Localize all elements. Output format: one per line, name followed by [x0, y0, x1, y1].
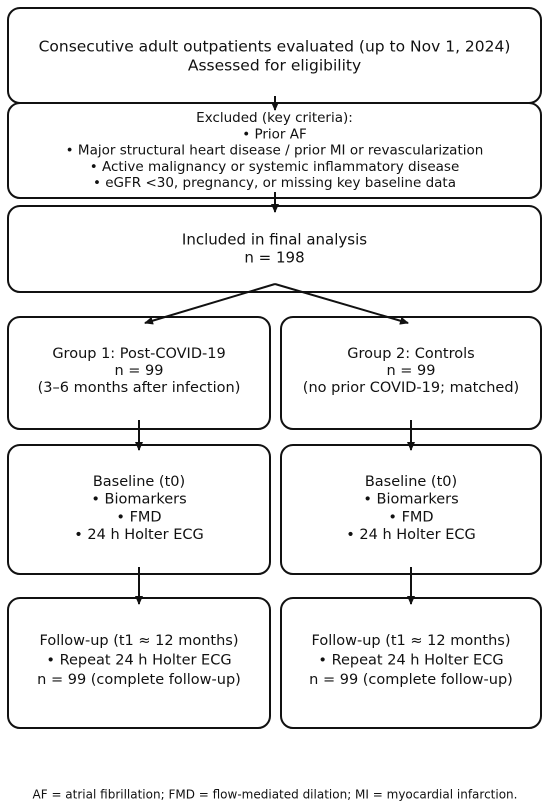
box-text: • Repeat 24 h Holter ECG: [46, 653, 231, 669]
box-text: Group 1: Post-COVID-19: [52, 346, 225, 362]
box-text: Follow-up (t1 ≈ 12 months): [312, 633, 511, 649]
flow-box: Group 1: Post-COVID-19n = 99(3–6 months …: [7, 316, 271, 430]
flow-box: Consecutive adult outpatients evaluated …: [7, 7, 542, 104]
box-text: Assessed for eligibility: [188, 57, 361, 75]
flow-box: Baseline (t0) • Biomarkers• FMD • 24 h Hol…: [7, 444, 271, 575]
box-text: (no prior COVID-19; matched): [303, 380, 519, 396]
flow-box: Baseline (t0) • Biomarkers• FMD • 24 h Hol…: [280, 444, 542, 575]
box-text: (3–6 months after infection): [38, 380, 241, 396]
box: [7, 7, 542, 104]
flow-box: Follow-up (t1 ≈ 12 months) • Repeat 24 h …: [7, 597, 271, 729]
box-text: n = 99: [386, 363, 435, 379]
arrow: [274, 283, 409, 325]
arrow: [144, 283, 276, 325]
flow-box: Follow-up (t1 ≈ 12 months) • Repeat 24 h …: [280, 597, 542, 729]
box-text: • FMD: [388, 509, 433, 525]
box-text: • FMD: [116, 509, 161, 525]
box-text: Group 2: Controls: [347, 346, 474, 362]
box-text: Excluded (key criteria):: [196, 110, 353, 126]
arrows: [135, 96, 415, 605]
box-text: • Active malignancy or systemic inflamma…: [90, 159, 460, 175]
flow-box: Excluded (key criteria):• Prior AF• Majo…: [7, 102, 542, 199]
box-text: Consecutive adult outpatients evaluated …: [39, 38, 511, 56]
box-text: • 24 h Holter ECG: [74, 527, 204, 543]
box-text: n = 99 (complete follow-up): [309, 672, 513, 688]
box-text: • Repeat 24 h Holter ECG: [318, 653, 503, 669]
box-text: • Biomarkers: [363, 492, 458, 508]
box-text: • Prior AF: [242, 126, 307, 142]
box-text: • Major structural heart disease / prior…: [66, 143, 484, 159]
box-text: n = 99: [114, 363, 163, 379]
box-text: n = 99 (complete follow-up): [37, 672, 241, 688]
box-text: Baseline (t0): [93, 474, 185, 490]
boxes: Consecutive adult outpatients evaluated …: [7, 7, 542, 729]
box-text: • eGFR <30, pregnancy, or missing key ba…: [93, 175, 456, 191]
box-text: • Biomarkers: [91, 492, 186, 508]
box-text: Included in final analysis: [182, 231, 367, 249]
footnote: AF = atrial fibrillation; FMD = flow-med…: [33, 788, 518, 802]
box-text: Baseline (t0): [365, 474, 457, 490]
box-text: • 24 h Holter ECG: [346, 527, 476, 543]
box-text: n = 198: [244, 249, 304, 267]
box-text: Follow-up (t1 ≈ 12 months): [40, 633, 239, 649]
